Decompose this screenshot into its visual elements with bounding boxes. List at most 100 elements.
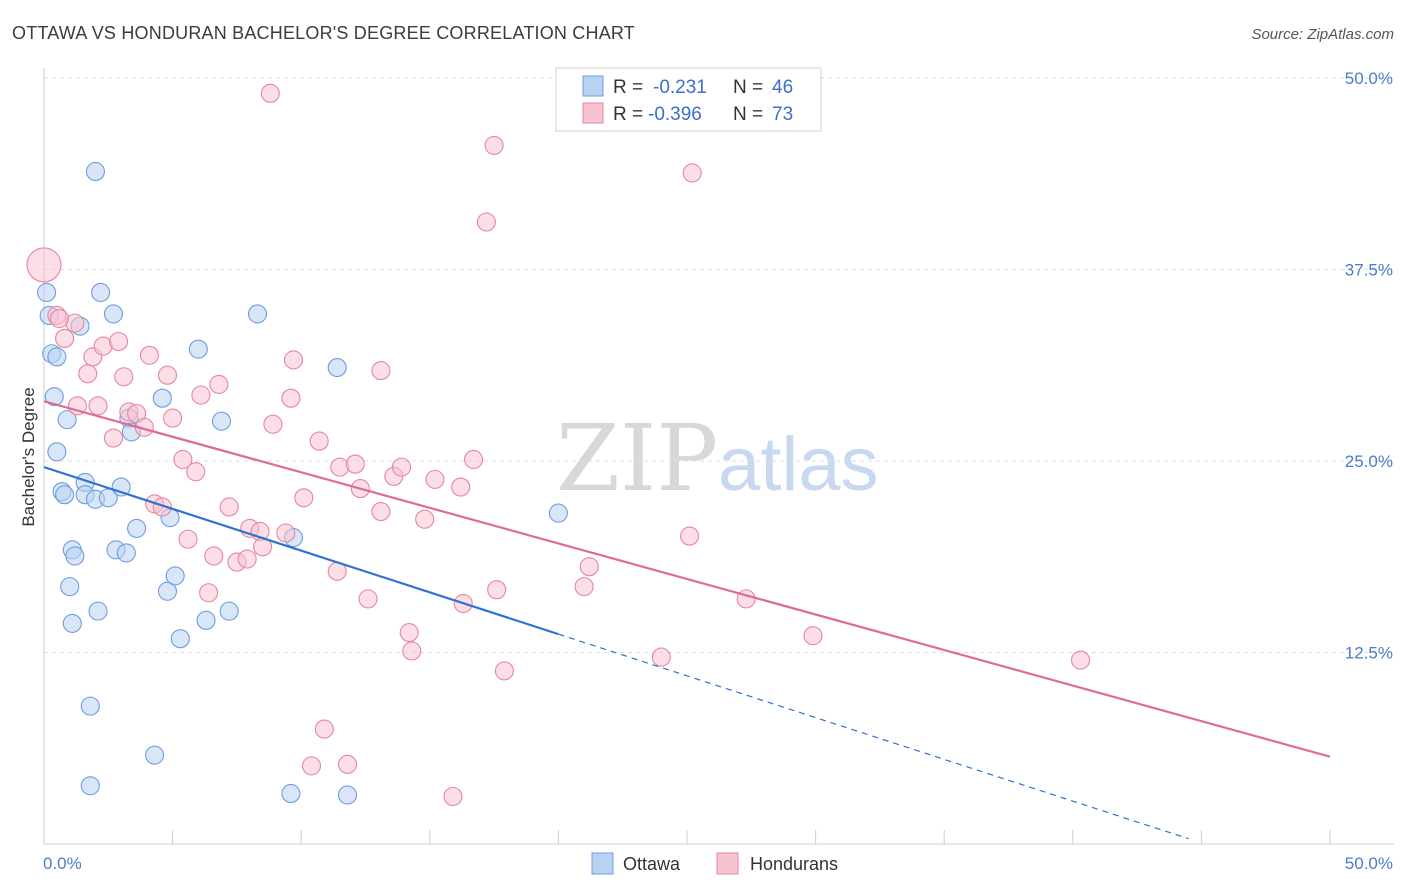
point-ottawa-31	[152, 388, 172, 408]
point-hondurans-25	[204, 546, 224, 566]
point-ottawa-10	[65, 546, 85, 566]
legend-n-value-hondurans: 73	[772, 104, 793, 125]
point-hondurans-72	[49, 308, 69, 329]
point-hondurans-40	[309, 431, 329, 451]
trend-line-hondurans	[43, 400, 1331, 758]
point-ottawa-0	[37, 282, 57, 303]
watermark-atlas: atlas	[718, 422, 879, 507]
point-hondurans-10	[109, 331, 129, 352]
bottom-legend-swatch-hondurans	[716, 852, 739, 875]
point-hondurans-29	[237, 549, 257, 569]
point-hondurans-21	[178, 529, 198, 549]
point-ottawa-44	[337, 785, 358, 805]
axes	[43, 68, 1394, 845]
point-ottawa-19	[80, 696, 100, 716]
point-hondurans-7	[88, 396, 108, 416]
point-hondurans-67	[680, 526, 700, 546]
point-hondurans-57	[451, 477, 471, 497]
point-hondurans-34	[263, 414, 283, 434]
legend-n-label-hondurans: N =	[733, 104, 763, 125]
point-ottawa-43	[327, 357, 347, 378]
point-hondurans-59	[463, 449, 484, 470]
trend-lines	[43, 400, 1331, 840]
point-hondurans-23	[191, 385, 211, 405]
point-hondurans-43	[330, 457, 350, 477]
point-hondurans-61	[487, 580, 507, 600]
point-ottawa-3	[47, 347, 67, 367]
point-hondurans-51	[391, 457, 412, 477]
point-hondurans-47	[358, 589, 378, 609]
bottom-legend-label-ottawa: Ottawa	[623, 854, 681, 874]
trend-line-ottawa	[43, 466, 559, 636]
point-ottawa-4	[44, 387, 64, 407]
point-hondurans-60	[476, 212, 496, 232]
point-ottawa-45	[548, 503, 568, 523]
legend-r-value-hondurans: -0.396	[648, 104, 702, 125]
point-hondurans-54	[415, 509, 435, 529]
point-hondurans-66	[651, 647, 671, 667]
point-ottawa-29	[127, 518, 147, 538]
point-hondurans-2	[55, 328, 75, 348]
legend-swatch-ottawa	[582, 75, 604, 97]
y-tick-label-1: 25.0%	[1345, 452, 1393, 471]
point-hondurans-0	[26, 247, 62, 283]
point-hondurans-49	[371, 361, 391, 381]
point-hondurans-38	[294, 488, 314, 508]
point-hondurans-15	[139, 345, 160, 365]
point-ottawa-26	[116, 543, 136, 563]
point-hondurans-64	[574, 577, 594, 597]
point-ottawa-40	[247, 304, 268, 324]
point-ottawa-21	[91, 282, 111, 303]
legend-n-label-ottawa: N =	[733, 77, 763, 98]
point-ottawa-6	[47, 442, 67, 462]
chart-title: OTTAWA VS HONDURAN BACHELOR'S DEGREE COR…	[12, 23, 635, 43]
point-hondurans-35	[276, 523, 296, 543]
legend-r-value-ottawa: -0.231	[653, 77, 707, 98]
point-hondurans-37	[281, 388, 301, 408]
point-ottawa-8	[55, 485, 75, 505]
point-ottawa-35	[170, 629, 190, 649]
point-ottawa-36	[188, 339, 208, 359]
bottom-legend: Ottawa Hondurans	[591, 852, 838, 875]
point-ottawa-20	[80, 776, 100, 796]
legend-n-value-ottawa: 46	[772, 77, 793, 98]
point-hondurans-65	[579, 557, 599, 577]
watermark-zip: ZIP	[556, 405, 718, 512]
point-ottawa-39	[219, 601, 239, 621]
point-ottawa-37	[196, 610, 216, 630]
y-tick-label-3: 50.0%	[1345, 69, 1393, 88]
watermark: ZIP atlas	[556, 405, 879, 512]
point-ottawa-11	[60, 577, 80, 597]
point-hondurans-17	[152, 497, 172, 517]
point-hondurans-68	[682, 163, 702, 183]
point-hondurans-24	[199, 583, 219, 603]
point-hondurans-71	[1070, 650, 1091, 670]
point-hondurans-44	[337, 754, 358, 774]
point-hondurans-53	[402, 641, 422, 661]
point-hondurans-27	[219, 497, 239, 517]
point-ottawa-18	[88, 601, 108, 621]
y-tick-label-2: 37.5%	[1345, 261, 1393, 280]
point-hondurans-20	[173, 449, 193, 470]
point-ottawa-5	[57, 410, 77, 430]
point-hondurans-55	[425, 469, 445, 489]
y-axis-label: Bachelor's Degree	[19, 387, 38, 526]
point-ottawa-16	[85, 161, 105, 182]
point-hondurans-11	[114, 367, 134, 387]
point-ottawa-34	[165, 566, 185, 586]
point-hondurans-39	[301, 756, 322, 776]
point-hondurans-62	[484, 135, 504, 155]
point-hondurans-70	[803, 626, 823, 646]
point-hondurans-52	[399, 623, 419, 643]
point-hondurans-45	[345, 454, 365, 474]
bottom-legend-label-hondurans: Hondurans	[750, 854, 838, 874]
point-hondurans-9	[103, 428, 123, 448]
point-hondurans-19	[163, 408, 183, 428]
point-ottawa-41	[281, 783, 301, 803]
point-hondurans-56	[443, 786, 463, 807]
scatter-points	[26, 83, 1091, 807]
point-hondurans-33	[260, 83, 280, 103]
y-tick-labels: 12.5% 25.0% 37.5% 50.0%	[1345, 69, 1393, 663]
point-hondurans-22	[186, 462, 206, 482]
point-ottawa-30	[145, 745, 165, 765]
